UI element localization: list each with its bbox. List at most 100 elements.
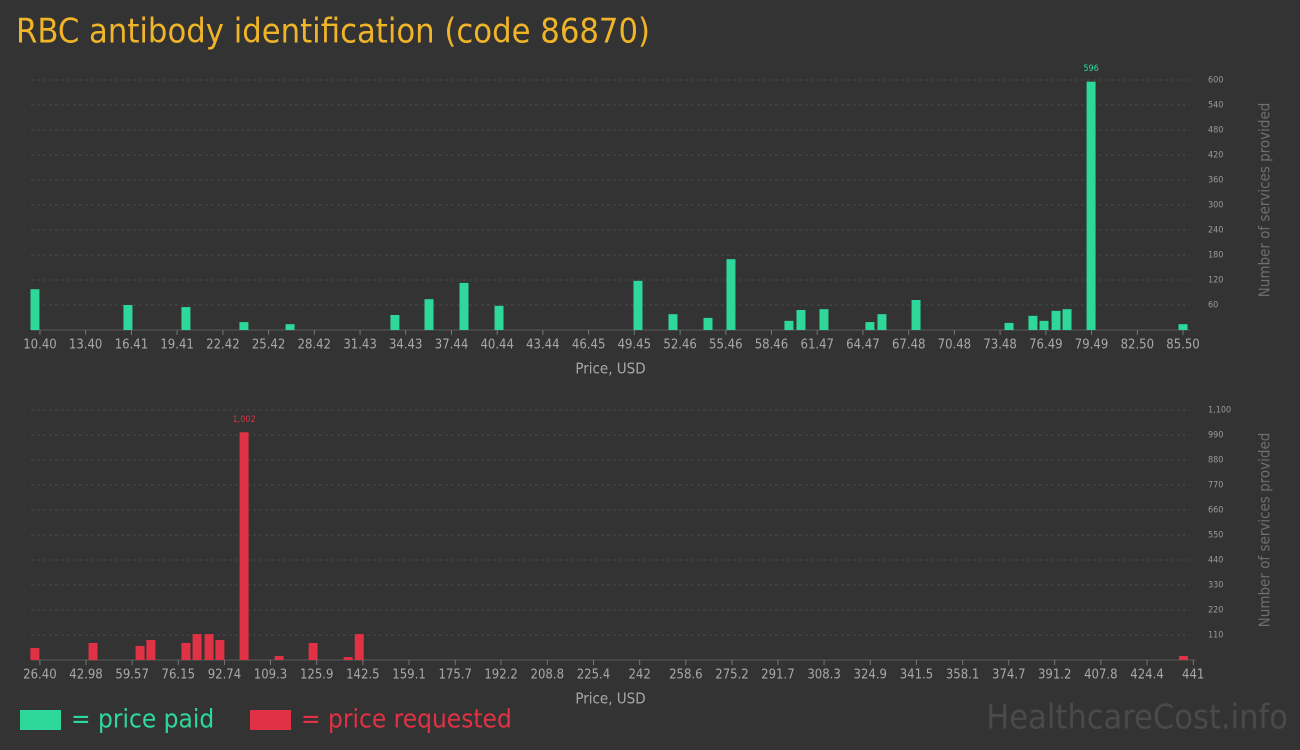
x-tick-label: 175.7 <box>438 668 471 683</box>
y-tick-label: 880 <box>1208 456 1223 466</box>
x-tick-label: 208.8 <box>531 668 564 683</box>
x-tick-label: 391.2 <box>1038 668 1071 683</box>
bar <box>459 282 469 330</box>
bar <box>424 299 434 330</box>
x-tick-label: 125.9 <box>300 668 333 683</box>
y-tick-label: 120 <box>1208 276 1223 286</box>
bar <box>1051 310 1061 330</box>
bar <box>285 324 295 330</box>
x-tick-label: 291.7 <box>761 668 794 683</box>
bar <box>181 307 191 330</box>
bar <box>1039 320 1049 330</box>
x-tick-label: 19.41 <box>160 338 193 353</box>
bar <box>135 645 145 660</box>
y-tick-label: 420 <box>1208 151 1223 161</box>
bar <box>1062 309 1072 330</box>
y-tick-label: 330 <box>1208 581 1223 591</box>
x-tick-label: 26.40 <box>23 668 56 683</box>
x-tick-label: 34.43 <box>389 338 422 353</box>
y-tick-label: 540 <box>1208 101 1223 111</box>
bar <box>1178 655 1188 660</box>
x-tick-label: 275.2 <box>715 668 748 683</box>
x-tick-label: 358.1 <box>946 668 979 683</box>
x-tick-label: 242 <box>628 668 650 683</box>
bar <box>354 634 364 660</box>
y-tick-label: 660 <box>1208 506 1223 516</box>
bar <box>865 322 875 330</box>
x-tick-label: 61.47 <box>801 338 834 353</box>
bar <box>726 259 736 330</box>
y-axis-title: Number of services provided <box>1256 103 1274 298</box>
bar <box>146 640 156 660</box>
bar <box>215 640 225 660</box>
bar <box>30 289 40 330</box>
x-tick-label: 43.44 <box>526 338 559 353</box>
y-tick-label: 600 <box>1208 76 1223 86</box>
x-tick-label: 52.46 <box>663 338 696 353</box>
bar <box>877 314 887 330</box>
x-tick-label: 31.43 <box>343 338 376 353</box>
bar <box>390 315 400 330</box>
bar <box>703 317 713 330</box>
x-tick-label: 37.44 <box>435 338 468 353</box>
x-tick-label: 76.49 <box>1029 338 1062 353</box>
x-tick-label: 40.44 <box>480 338 513 353</box>
x-tick-label: 225.4 <box>577 668 610 683</box>
legend-swatch <box>20 710 61 730</box>
bar <box>123 305 133 330</box>
bar <box>1178 324 1188 330</box>
x-tick-label: 42.98 <box>69 668 102 683</box>
bar <box>204 634 214 660</box>
bar <box>911 300 921 330</box>
bar <box>1028 315 1038 330</box>
x-tick-label: 79.49 <box>1075 338 1108 353</box>
bar <box>192 634 202 660</box>
legend-label: = price requested <box>301 705 512 735</box>
x-tick-label: 407.8 <box>1084 668 1117 683</box>
bar <box>239 322 249 330</box>
y-tick-label: 770 <box>1208 481 1223 491</box>
x-tick-label: 13.40 <box>69 338 102 353</box>
x-tick-label: 16.41 <box>115 338 148 353</box>
x-axis-title: Price, USD <box>575 690 645 708</box>
y-tick-label: 180 <box>1208 251 1223 261</box>
x-tick-label: 25.42 <box>252 338 285 353</box>
y-tick-label: 1,100 <box>1208 406 1231 416</box>
x-tick-label: 85.50 <box>1166 338 1199 353</box>
x-tick-label: 159.1 <box>392 668 425 683</box>
bar <box>796 310 806 330</box>
bar <box>633 280 643 330</box>
x-tick-label: 49.45 <box>618 338 651 353</box>
x-tick-label: 142.5 <box>346 668 379 683</box>
value-label: 1,002 <box>232 415 255 425</box>
bar <box>239 432 249 660</box>
x-tick-label: 10.40 <box>23 338 56 353</box>
bar <box>181 642 191 660</box>
x-tick-label: 258.6 <box>669 668 702 683</box>
y-tick-label: 550 <box>1208 531 1223 541</box>
x-tick-label: 82.50 <box>1121 338 1154 353</box>
x-tick-label: 67.48 <box>892 338 925 353</box>
value-label: 596 <box>1083 64 1098 74</box>
y-tick-label: 990 <box>1208 431 1223 441</box>
x-tick-label: 92.74 <box>208 668 241 683</box>
bar <box>819 309 829 330</box>
y-tick-label: 240 <box>1208 226 1223 236</box>
y-tick-label: 220 <box>1208 606 1223 616</box>
x-tick-label: 109.3 <box>254 668 287 683</box>
y-tick-label: 110 <box>1208 631 1223 641</box>
y-tick-label: 360 <box>1208 176 1223 186</box>
bar <box>88 642 98 660</box>
bar <box>1086 81 1096 331</box>
bar <box>30 647 40 660</box>
bar <box>274 655 284 660</box>
x-tick-label: 22.42 <box>206 338 239 353</box>
x-tick-label: 374.7 <box>992 668 1025 683</box>
bar <box>308 642 318 660</box>
x-tick-label: 341.5 <box>900 668 933 683</box>
x-tick-label: 46.45 <box>572 338 605 353</box>
y-tick-label: 440 <box>1208 556 1223 566</box>
legend-swatch <box>250 710 291 730</box>
